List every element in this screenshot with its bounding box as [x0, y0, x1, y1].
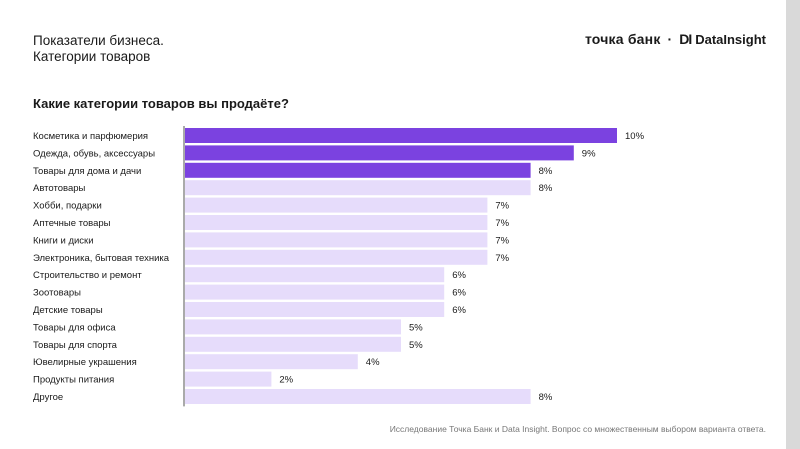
tochka-bank-logo: точка банк: [584, 31, 661, 47]
category-label: Автотовары: [33, 183, 86, 194]
category-label: Аптечные товары: [33, 218, 111, 229]
value-label: 8%: [539, 183, 553, 194]
value-label: 5%: [409, 340, 423, 351]
window-edge: [786, 0, 800, 449]
bar: [185, 162, 531, 178]
category-label: Хобби, подарки: [33, 201, 102, 212]
datainsight-mark-icon: DI: [679, 31, 692, 47]
category-label: Строительство и ремонт: [33, 270, 142, 281]
value-label: 8%: [539, 392, 553, 403]
bar: [185, 197, 488, 213]
category-label: Зоотовары: [33, 288, 81, 299]
bar: [185, 336, 401, 352]
value-label: 10%: [625, 131, 645, 142]
value-label: 6%: [452, 270, 466, 281]
value-label: 9%: [582, 148, 596, 159]
category-label: Электроника, бытовая техника: [33, 253, 170, 264]
chart-title: Какие категории товаров вы продаёте?: [33, 96, 289, 111]
value-label: 5%: [409, 322, 423, 333]
footnote: Исследование Точка Банк и Data Insight. …: [389, 424, 766, 434]
value-label: 6%: [452, 305, 466, 316]
bar: [185, 389, 531, 404]
category-label: Продукты питания: [33, 375, 114, 386]
bar: [185, 354, 358, 370]
logo-separator: ·: [667, 31, 673, 47]
bar: [185, 319, 401, 335]
bar: [185, 180, 531, 196]
value-label: 8%: [539, 166, 553, 177]
value-label: 7%: [495, 218, 509, 229]
bar: [185, 232, 488, 248]
bar: [185, 215, 488, 230]
slide-title-line1: Показатели бизнеса.: [33, 33, 164, 48]
bar: [185, 267, 445, 283]
bar: [185, 128, 617, 143]
bar: [185, 145, 574, 161]
category-label: Ювелирные украшения: [33, 357, 137, 368]
slide-title-line2: Категории товаров: [33, 49, 151, 64]
category-label: Косметика и парфюмерия: [33, 131, 148, 142]
logo: точка банк · DI DataInsight: [585, 31, 766, 47]
category-label: Другое: [33, 392, 63, 403]
bar: [185, 249, 488, 265]
value-label: 2%: [279, 375, 293, 386]
value-label: 6%: [452, 288, 466, 299]
category-label: Книги и диски: [33, 235, 94, 246]
datainsight-logo: DataInsight: [695, 31, 766, 47]
category-label: Товары для спорта: [33, 340, 118, 351]
category-label: Товары для дома и дачи: [33, 166, 141, 177]
bar: [185, 371, 272, 387]
value-label: 4%: [366, 357, 380, 368]
category-label: Одежда, обувь, аксессуары: [33, 148, 155, 159]
category-label: Товары для офиса: [33, 322, 116, 333]
category-label: Детские товары: [33, 305, 103, 316]
bar: [185, 302, 445, 317]
value-label: 7%: [495, 201, 509, 212]
slide-title: Показатели бизнеса. Категории товаров: [33, 33, 164, 65]
bar: [185, 284, 445, 300]
value-label: 7%: [495, 235, 509, 246]
value-label: 7%: [495, 253, 509, 264]
